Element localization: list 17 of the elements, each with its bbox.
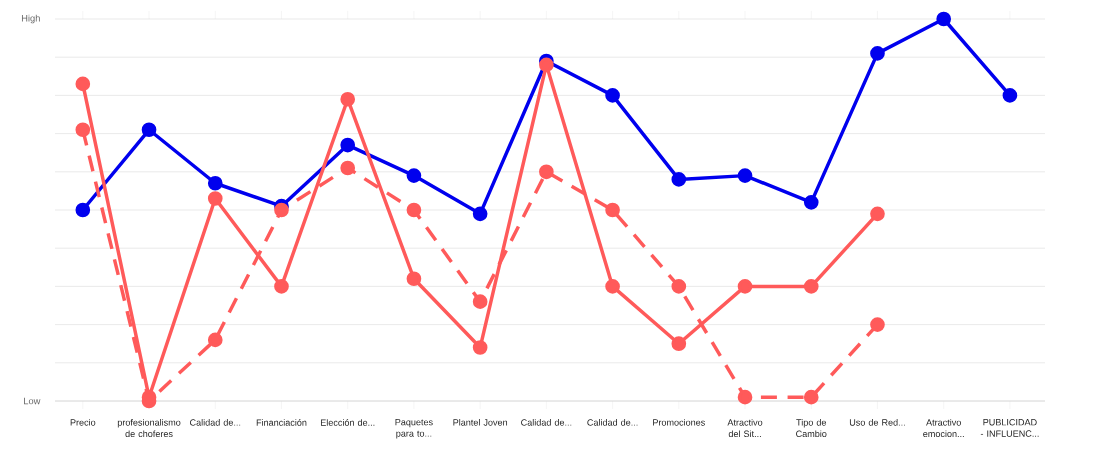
x-tick-label: profesionalismo de choferes xyxy=(117,419,181,438)
x-tick-label: Paquetes para to... xyxy=(395,419,433,439)
x-tick-label: PUBLICIDAD - INFLUENC... xyxy=(980,419,1039,437)
x-tick-label: Tipo de Cambio xyxy=(796,419,827,438)
x-tick-label: Uso de Red... xyxy=(849,419,905,426)
x-tick-label: Calidad de... xyxy=(587,419,638,426)
x-tick-label: Elección de... xyxy=(320,419,375,426)
x-tick-label: Calidad de... xyxy=(190,419,241,426)
x-tick-label: Calidad de... xyxy=(521,419,572,426)
x-tick-label: Precio xyxy=(70,419,96,426)
x-tick-label: Plantel Joven xyxy=(453,419,508,426)
x-tick-label: Atractivo del Sit... xyxy=(727,419,763,438)
text: Low xyxy=(24,397,41,405)
x-tick-label: Atractivo emocion... xyxy=(923,419,964,438)
x-tick-label: Financiación xyxy=(256,419,307,426)
x-tick-label: Promociones xyxy=(653,419,705,426)
text: High xyxy=(21,14,40,24)
